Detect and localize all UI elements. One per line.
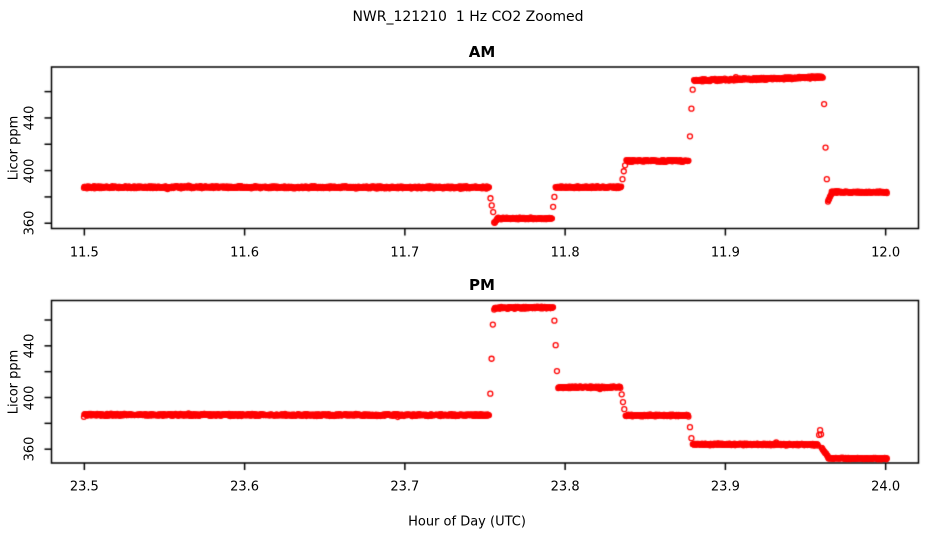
panel-title-pm: PM <box>469 276 495 294</box>
x-tick-label: 23.8 <box>550 479 580 495</box>
x-tick-label: 23.5 <box>69 479 99 495</box>
y-axis-label-am: Licor ppm <box>6 115 22 181</box>
x-tick-label: 23.6 <box>230 479 260 495</box>
figure-title: NWR_121210 1 Hz CO2 Zoomed <box>352 9 584 25</box>
x-axis-label: Hour of Day (UTC) <box>408 514 526 530</box>
y-tick-label: 440 <box>22 333 38 359</box>
x-tick-label: 12.0 <box>871 245 901 260</box>
x-tick-label: 11.9 <box>710 245 740 260</box>
x-tick-label: 11.6 <box>230 245 260 260</box>
y-tick-label: 400 <box>22 385 38 410</box>
y-tick-label: 440 <box>22 105 38 131</box>
x-tick-label: 11.5 <box>69 245 99 260</box>
x-tick-label: 23.9 <box>710 479 740 495</box>
y-tick-label: 360 <box>22 210 38 236</box>
x-tick-label: 24.0 <box>871 479 901 495</box>
y-axis-label-pm: Licor ppm <box>6 349 22 415</box>
x-tick-label: 11.8 <box>550 245 580 260</box>
y-tick-label: 360 <box>22 436 38 462</box>
y-tick-label: 400 <box>22 158 38 183</box>
x-tick-label: 23.7 <box>390 479 420 495</box>
x-tick-label: 11.7 <box>390 245 420 260</box>
panel-title-am: AM <box>468 43 496 61</box>
